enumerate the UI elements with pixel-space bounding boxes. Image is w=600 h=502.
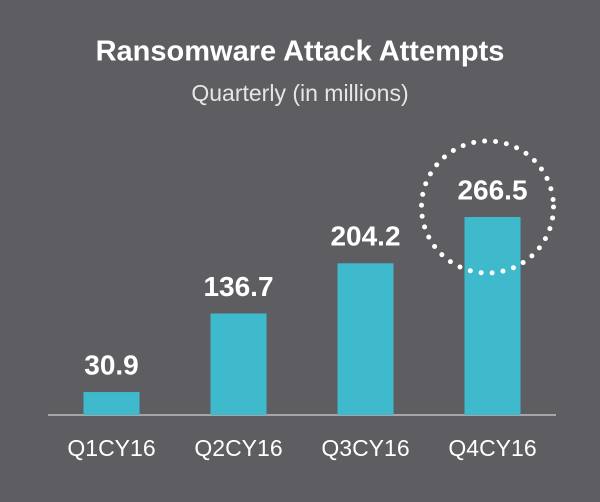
value-label: 30.9: [84, 349, 139, 380]
value-label: 266.5: [457, 174, 527, 205]
x-tick-label: Q4CY16: [448, 435, 536, 461]
bar: [464, 217, 521, 415]
highlight-circle: [419, 138, 556, 276]
value-label: 136.7: [203, 271, 273, 302]
x-tick-label: Q1CY16: [67, 435, 155, 461]
chart-title: Ransomware Attack Attempts: [96, 36, 505, 68]
chart-subtitle: Quarterly (in millions): [191, 80, 408, 106]
bar: [83, 392, 140, 415]
bar: [337, 263, 394, 415]
x-tick-label: Q2CY16: [194, 435, 282, 461]
x-tick-label: Q3CY16: [321, 435, 409, 461]
bar: [210, 313, 267, 415]
value-label: 204.2: [330, 221, 400, 252]
